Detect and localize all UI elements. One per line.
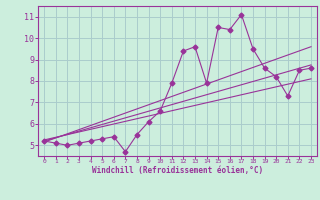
X-axis label: Windchill (Refroidissement éolien,°C): Windchill (Refroidissement éolien,°C) — [92, 166, 263, 175]
